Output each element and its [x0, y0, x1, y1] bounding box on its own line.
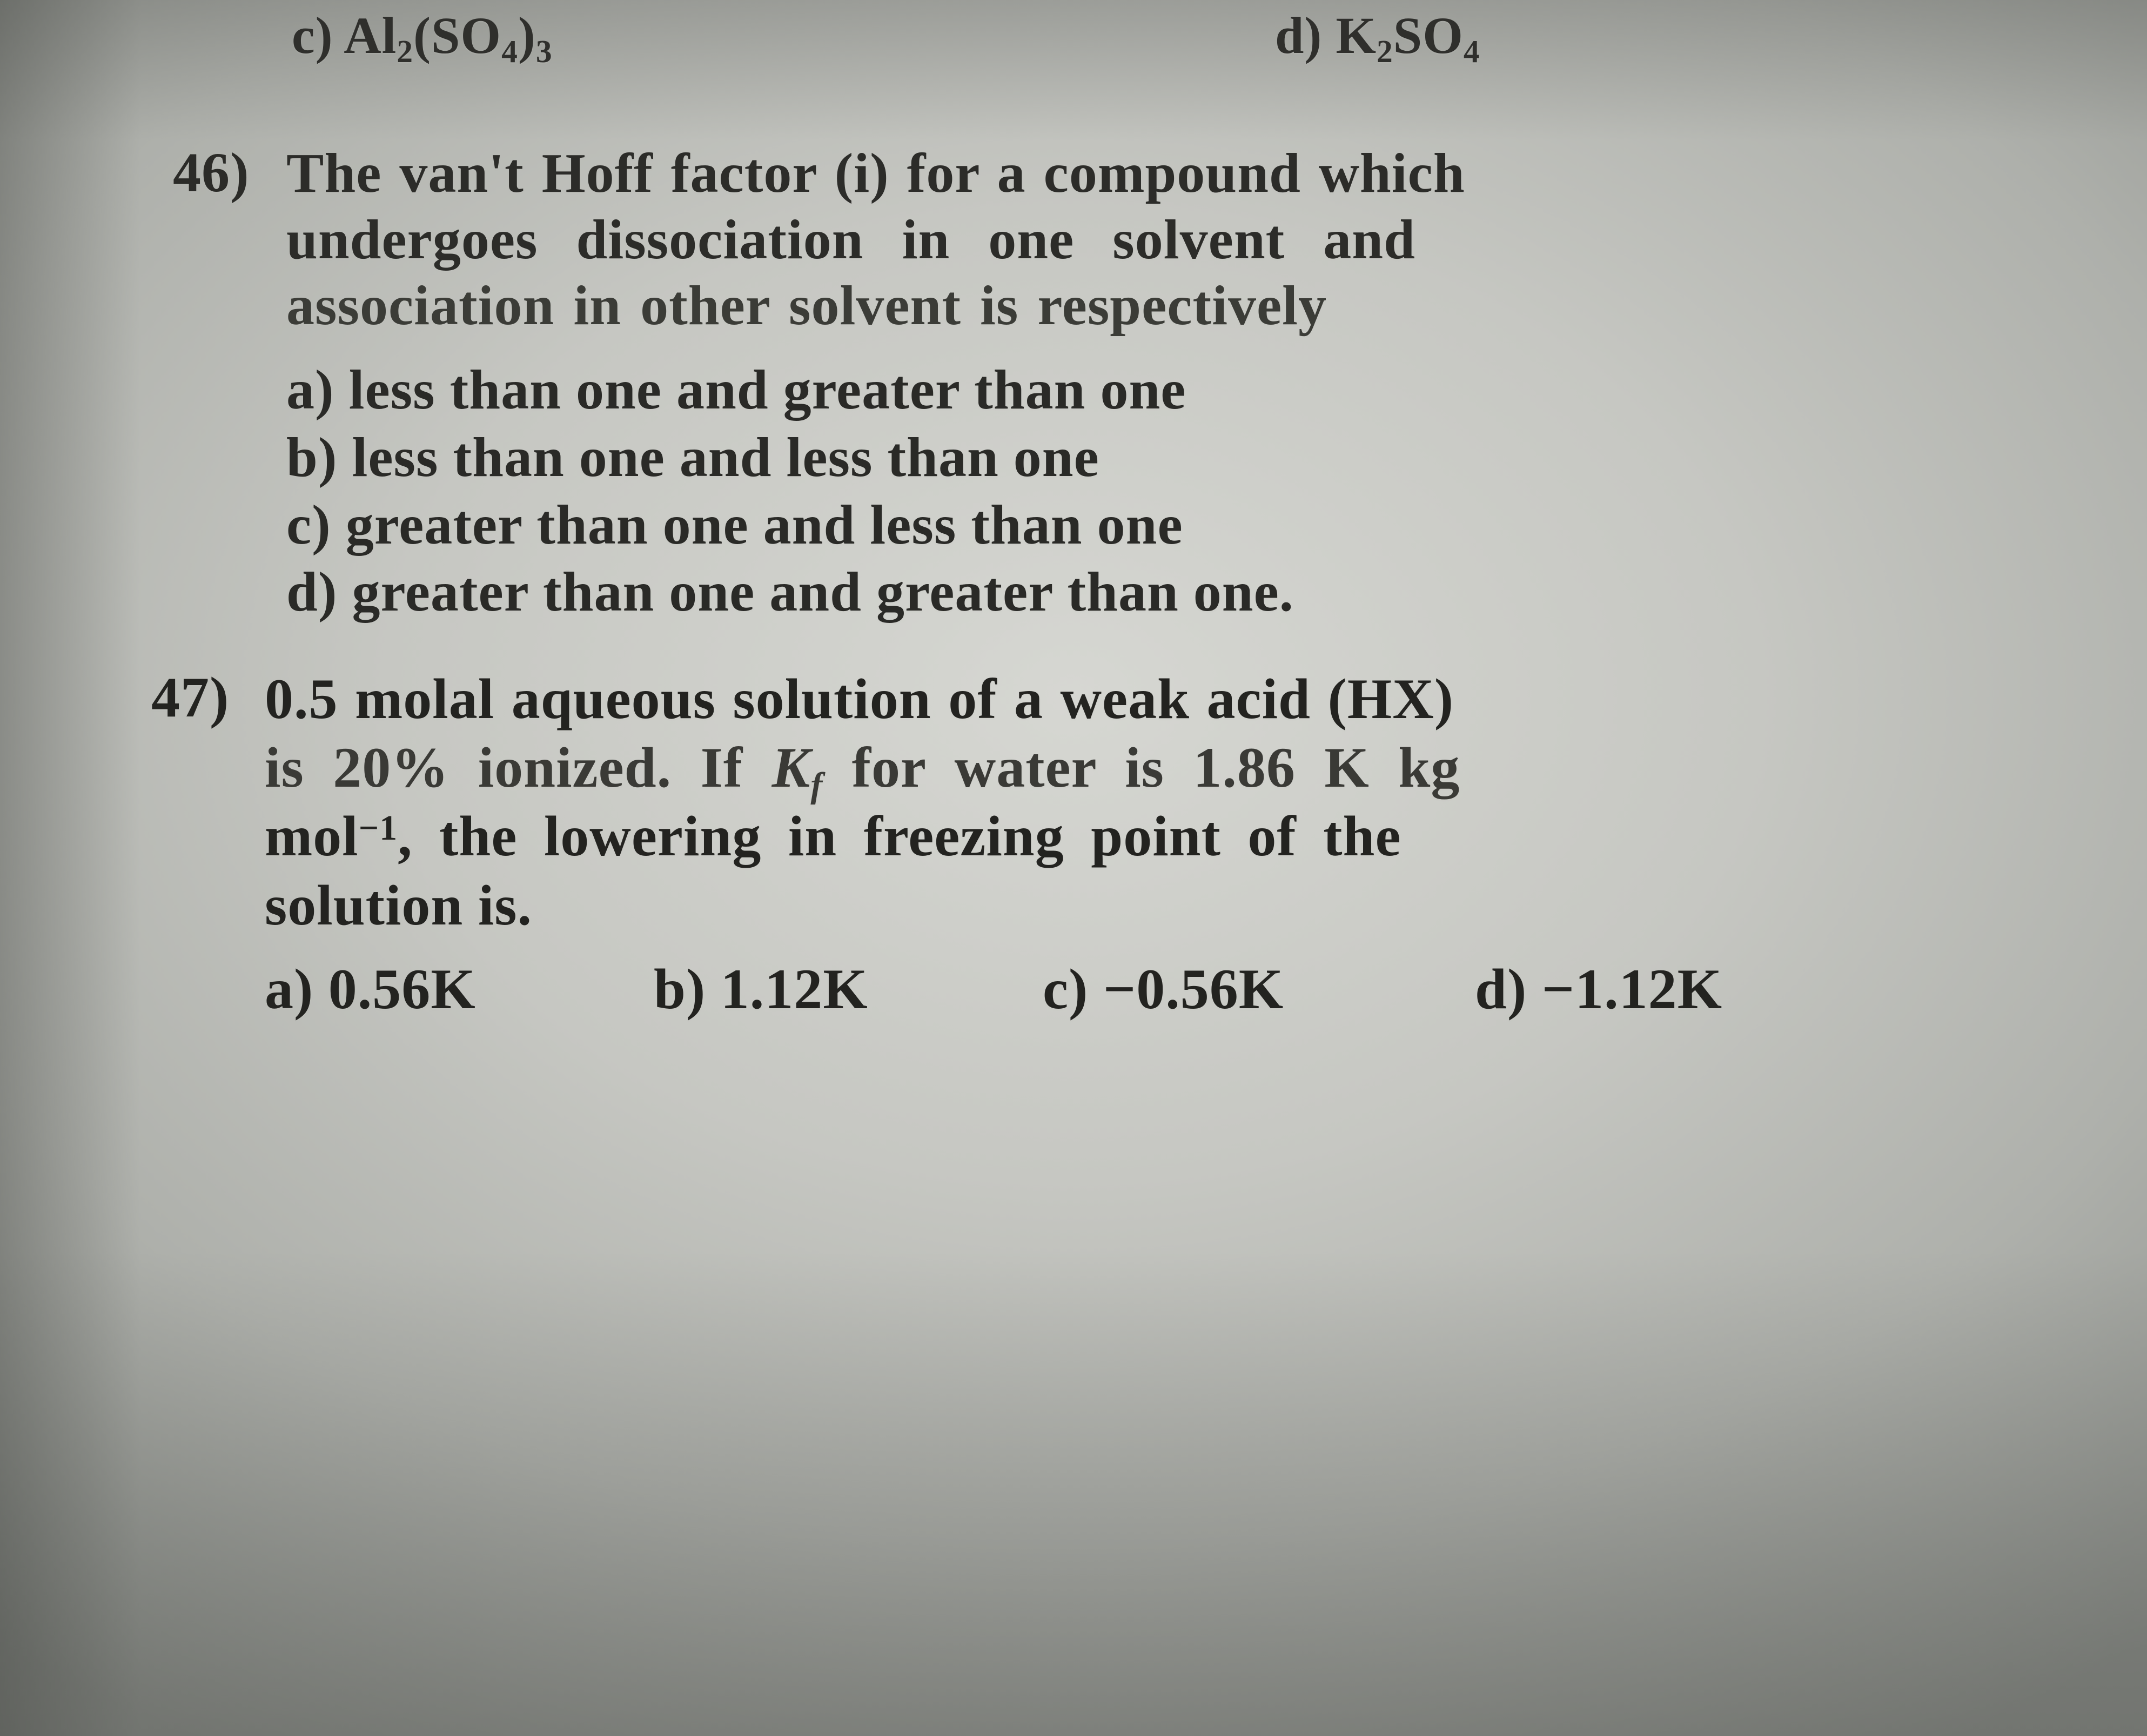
question-47-stem-line-3: mol−1, the lowering in freezing point of… — [265, 802, 1460, 870]
question-47-option-c: c) −0.56K — [1043, 956, 1284, 1022]
question-47-stem-line-2: is 20% ionized. If Kf for water is 1.86 … — [265, 733, 1460, 802]
question-47-option-d: d) −1.12K — [1475, 956, 1722, 1022]
question-46-option-d: d) greater than one and greater than one… — [286, 561, 1294, 623]
prev-option-c: c) Al2(SO4)3 — [292, 5, 553, 65]
question-46-stem: The van't Hoff factor (i) for a compound… — [286, 140, 1465, 339]
question-46-option-b: b) less than one and less than one — [286, 426, 1099, 488]
question-46-options: a) less than one and greater than one b)… — [286, 357, 1294, 626]
question-47-option-a: a) 0.56K — [265, 956, 476, 1022]
question-46-option-a: a) less than one and greater than one — [286, 359, 1186, 421]
question-46-number: 46) — [173, 140, 250, 205]
question-46-option-c: c) greater than one and less than one — [286, 494, 1183, 556]
question-47-stem-line-4: solution is. — [265, 871, 1460, 940]
vignette-left — [0, 0, 140, 1736]
question-46-stem-line-2: undergoes dissociation in one solvent an… — [286, 207, 1465, 273]
question-46-stem-line-3: association in other solvent is respecti… — [286, 273, 1465, 339]
question-47-stem-line-1: 0.5 molal aqueous solution of a weak aci… — [265, 665, 1460, 733]
question-47-stem: 0.5 molal aqueous solution of a weak aci… — [265, 665, 1460, 940]
question-47-number: 47) — [151, 665, 229, 730]
question-47-option-b: b) 1.12K — [654, 956, 868, 1022]
question-46-stem-line-1: The van't Hoff factor (i) for a compound… — [286, 140, 1465, 207]
prev-option-d: d) K2SO4 — [1275, 5, 1480, 65]
vignette-bottom — [0, 1250, 2147, 1736]
